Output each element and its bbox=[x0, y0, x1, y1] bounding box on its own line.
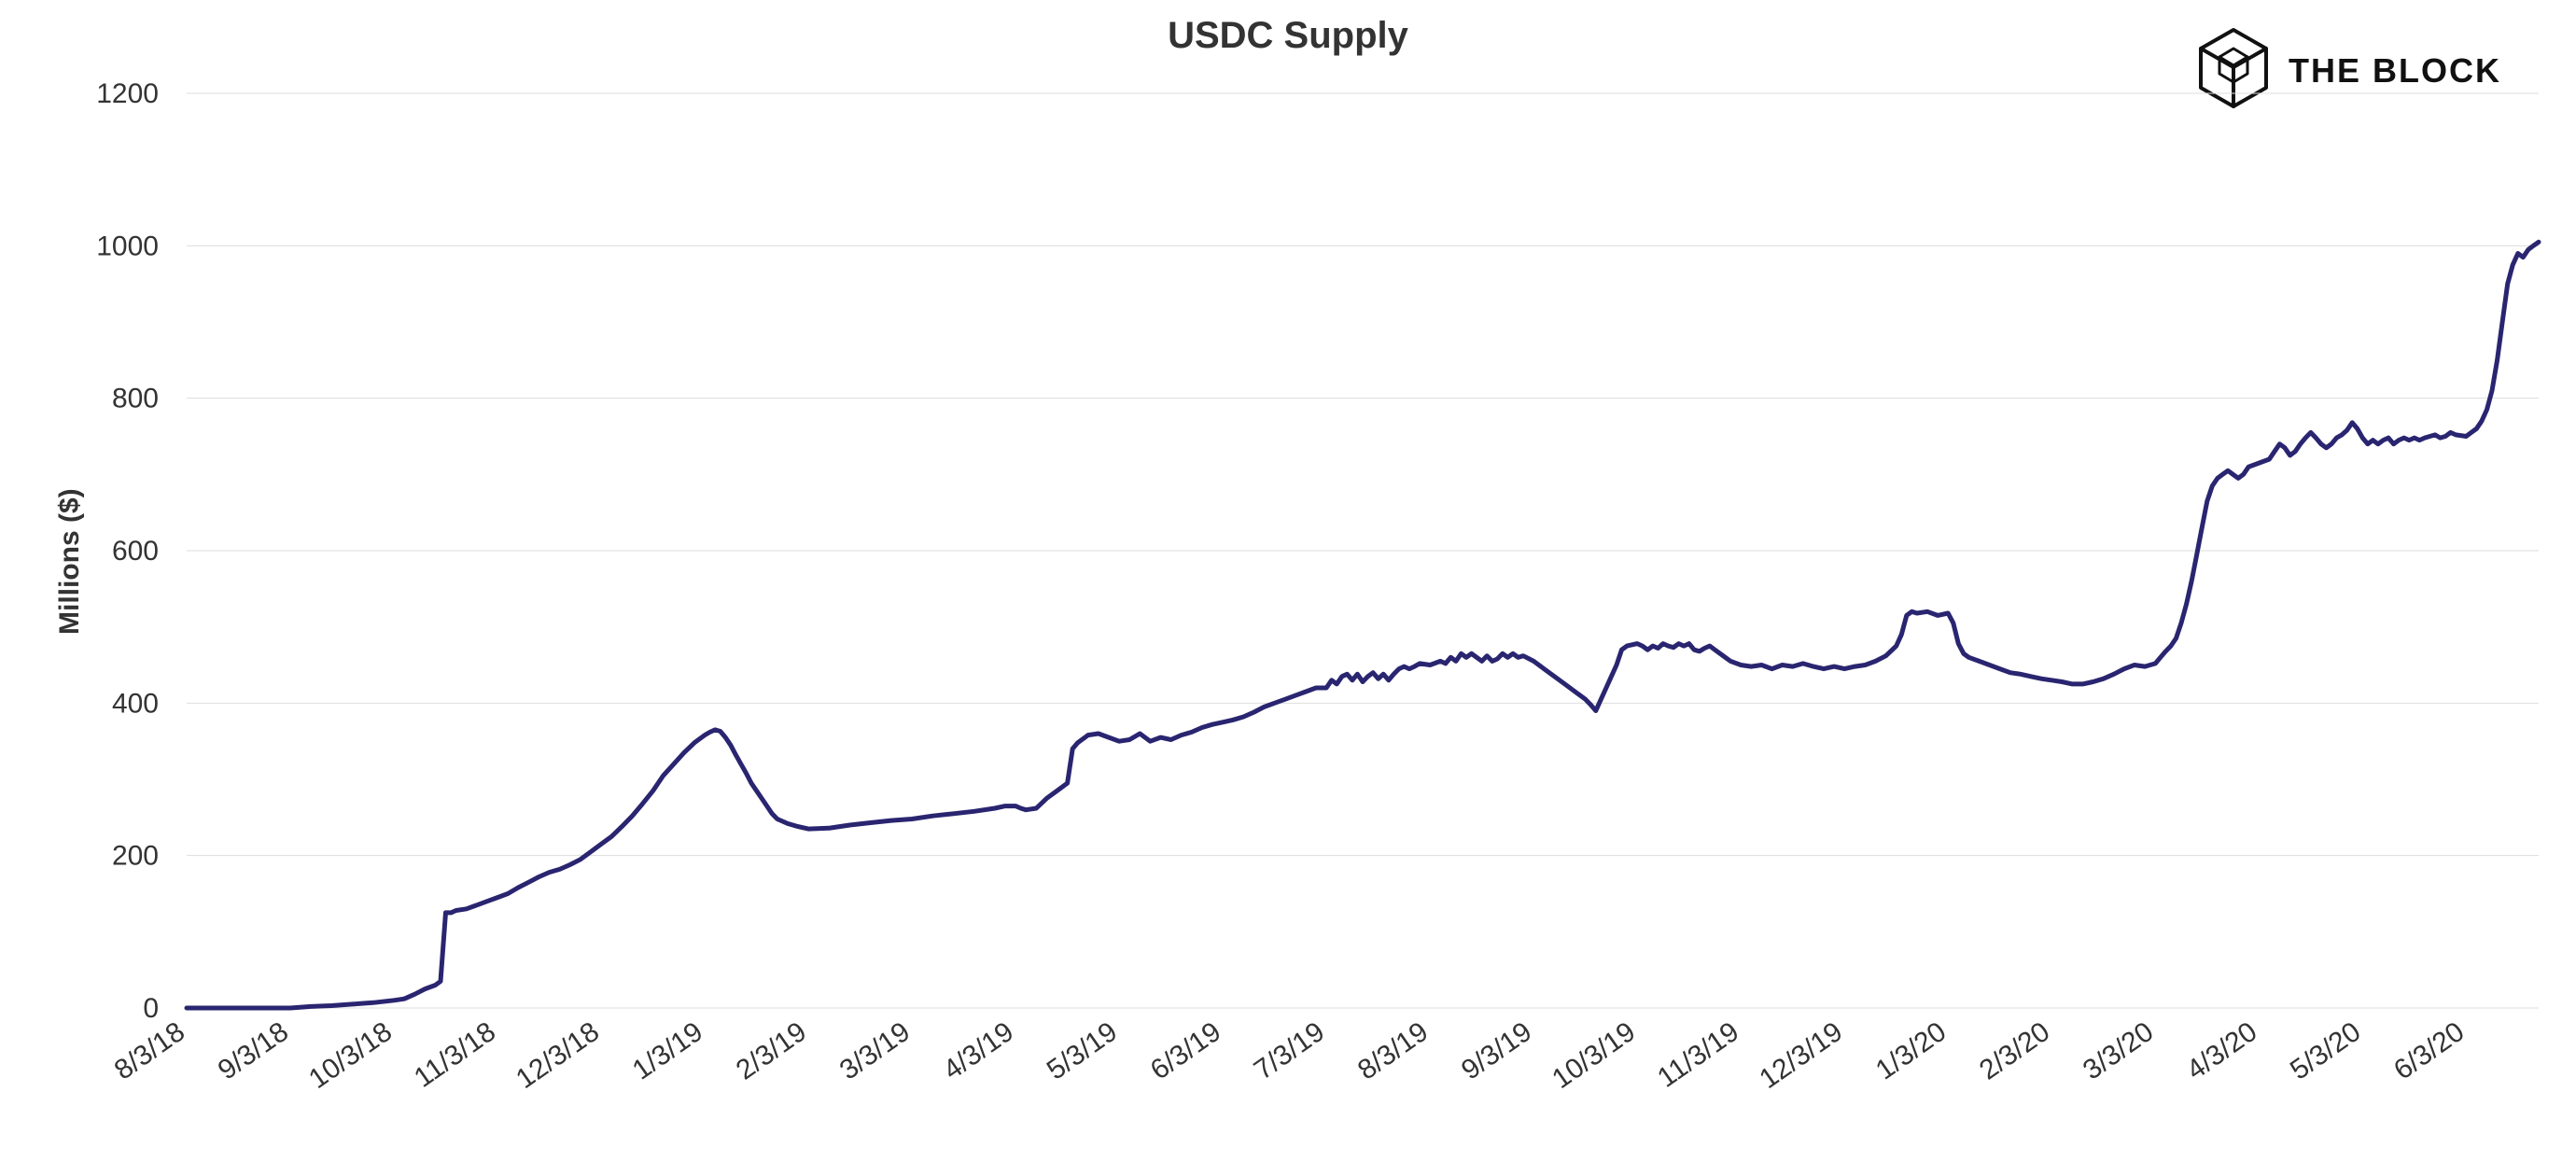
y-tick-label: 1000 bbox=[96, 231, 159, 261]
x-tick-label: 3/3/19 bbox=[834, 1016, 916, 1086]
x-tick-label: 5/3/20 bbox=[2285, 1016, 2366, 1086]
y-tick-label: 0 bbox=[143, 993, 159, 1024]
y-tick-label: 800 bbox=[112, 384, 159, 414]
x-tick-label: 8/3/18 bbox=[109, 1016, 190, 1086]
y-tick-label: 1200 bbox=[96, 78, 159, 109]
x-tick-label: 9/3/18 bbox=[213, 1016, 294, 1086]
x-tick-label: 6/3/19 bbox=[1145, 1016, 1226, 1086]
x-tick-label: 12/3/18 bbox=[511, 1016, 605, 1095]
x-tick-label: 7/3/19 bbox=[1249, 1016, 1330, 1086]
chart-plot-area: 0 200 400 600 800 1000 1200 8/3/18 9/3/1810/3/18… bbox=[0, 0, 2576, 1176]
y-tick-label: 400 bbox=[112, 688, 159, 719]
x-tick-label: 9/3/19 bbox=[1456, 1016, 1537, 1086]
x-tick-label: 6/3/20 bbox=[2388, 1016, 2470, 1086]
x-tick-label: 10/3/19 bbox=[1547, 1016, 1641, 1095]
x-tick-label: 2/3/19 bbox=[731, 1016, 812, 1086]
x-tick-label: 3/3/20 bbox=[2078, 1016, 2159, 1086]
x-tick-label: 2/3/20 bbox=[1974, 1016, 2055, 1086]
x-tick-label: 1/3/19 bbox=[627, 1016, 708, 1086]
x-tick-label: 10/3/18 bbox=[303, 1016, 398, 1095]
x-tick-label: 11/3/18 bbox=[409, 1016, 501, 1094]
y-tick-label: 600 bbox=[112, 536, 159, 567]
x-tick-label: 5/3/19 bbox=[1042, 1016, 1123, 1086]
x-tick-label: 12/3/19 bbox=[1754, 1016, 1848, 1095]
series-line bbox=[187, 242, 2539, 1008]
x-tick-label: 4/3/19 bbox=[938, 1016, 1019, 1086]
y-tick-label: 200 bbox=[112, 841, 159, 872]
x-tick-label: 11/3/19 bbox=[1652, 1016, 1744, 1094]
x-tick-label: 8/3/19 bbox=[1352, 1016, 1434, 1086]
x-tick-label: 1/3/20 bbox=[1870, 1016, 1952, 1086]
chart-container: USDC Supply THE BLOCK Millions ($) 02004… bbox=[0, 0, 2576, 1176]
x-tick-label: 4/3/20 bbox=[2181, 1016, 2262, 1086]
